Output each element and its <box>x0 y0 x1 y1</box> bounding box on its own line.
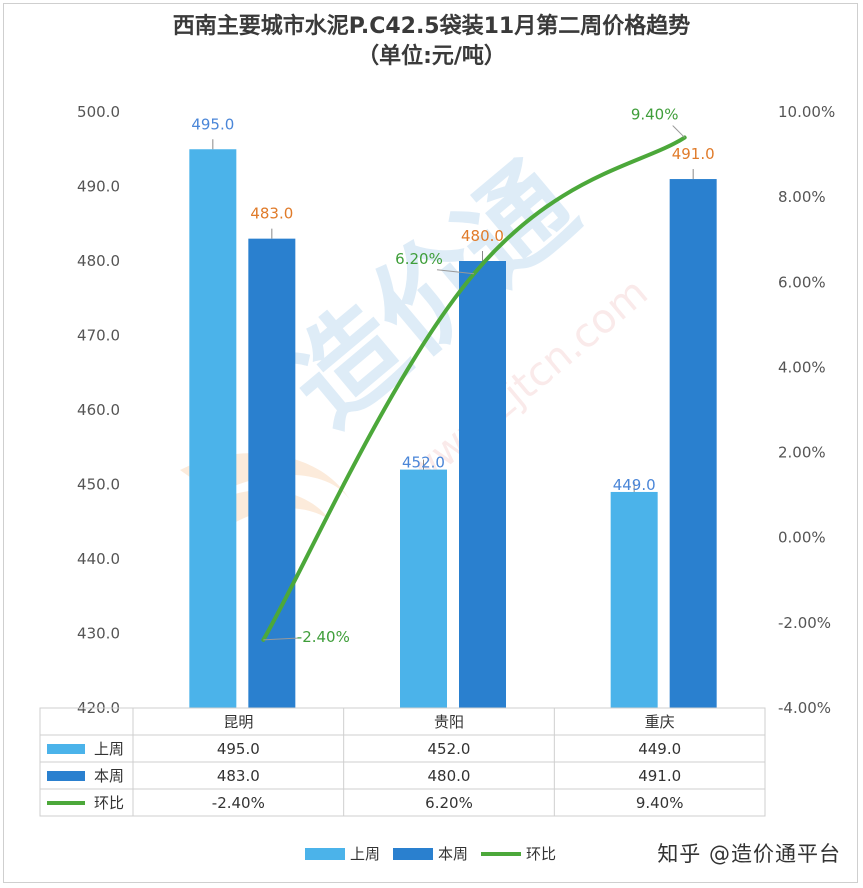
table-cell: 491.0 <box>638 767 681 785</box>
table-legend-key <box>47 771 85 781</box>
data-label-last-week: 495.0 <box>191 115 234 133</box>
legend-label: 本周 <box>438 845 468 863</box>
data-label-this-week: 480.0 <box>461 227 504 245</box>
y-right-tick-label: -2.00% <box>778 614 831 632</box>
ratio-line <box>261 135 687 642</box>
y-right-tick-label: -4.00% <box>778 699 831 717</box>
table-cell: 480.0 <box>428 767 471 785</box>
y-left-tick-label: 490.0 <box>77 178 120 196</box>
data-label-ratio: 9.40% <box>631 106 679 124</box>
table-cell: -2.40% <box>212 794 265 812</box>
chart-title: 西南主要城市水泥P.C42.5袋装11月第二周价格趋势 （单位:元/吨） <box>0 12 863 72</box>
data-label-last-week: 449.0 <box>613 476 656 494</box>
ratio-label-leader <box>263 637 302 641</box>
bar-this-week <box>669 179 717 709</box>
table-legend-key <box>47 744 85 754</box>
table-cell: 483.0 <box>217 767 260 785</box>
y-right-tick-label: 0.00% <box>778 529 826 547</box>
data-label-ratio: -2.40% <box>297 628 350 646</box>
table-row-name: 环比 <box>94 794 124 812</box>
y-right-tick-label: 2.00% <box>778 444 826 462</box>
y-left-tick-label: 430.0 <box>77 625 120 643</box>
data-label-last-week: 452.0 <box>402 454 445 472</box>
y-right-tick-label: 8.00% <box>778 188 826 206</box>
bar-this-week <box>459 261 506 708</box>
watermark-text: 知乎 @造价通平台 <box>657 842 841 866</box>
legend-key <box>305 848 345 860</box>
bar-this-week <box>248 238 296 708</box>
y-left-tick-label: 480.0 <box>77 252 120 270</box>
legend-key <box>393 848 433 860</box>
table-row-name: 本周 <box>94 767 124 785</box>
bar-last-week <box>400 469 447 708</box>
legend-label: 上周 <box>350 845 380 863</box>
x-axis-category-label: 贵阳 <box>434 713 464 731</box>
y-left-tick-label: 500.0 <box>77 103 120 121</box>
x-axis-category-label: 重庆 <box>645 713 675 731</box>
data-label-this-week: 491.0 <box>672 145 715 163</box>
legend-label: 环比 <box>526 845 556 863</box>
y-left-tick-label: 440.0 <box>77 550 120 568</box>
ratio-label-leader <box>436 269 475 275</box>
table-cell: 6.20% <box>425 794 473 812</box>
y-left-tick-label: 460.0 <box>77 401 120 419</box>
y-left-tick-label: 470.0 <box>77 327 120 345</box>
table-cell: 9.40% <box>636 794 684 812</box>
data-label-this-week: 483.0 <box>250 205 293 223</box>
svg-text:造价通: 造价通 <box>264 140 599 450</box>
y-right-tick-label: 4.00% <box>778 358 826 376</box>
bar-last-week <box>189 149 237 708</box>
y-right-tick-label: 10.00% <box>778 103 835 121</box>
table-cell: 495.0 <box>217 740 260 758</box>
table-cell: 452.0 <box>428 740 471 758</box>
data-label-ratio: 6.20% <box>395 250 443 268</box>
table-row-name: 上周 <box>94 740 124 758</box>
bar-last-week <box>610 491 658 708</box>
x-axis-category-label: 昆明 <box>223 713 253 731</box>
chart-title-line1: 西南主要城市水泥P.C42.5袋装11月第二周价格趋势 <box>172 14 691 39</box>
chart-title-line2: （单位:元/吨） <box>357 44 506 69</box>
ratio-label-leader <box>672 125 686 138</box>
y-left-tick-label: 450.0 <box>77 476 120 494</box>
table-cell: 449.0 <box>638 740 681 758</box>
y-right-tick-label: 6.00% <box>778 273 826 291</box>
